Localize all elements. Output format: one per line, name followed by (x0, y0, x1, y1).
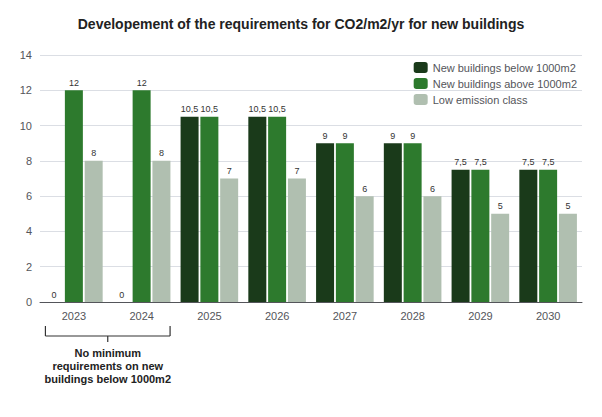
svg-text:New buildings below 1000m2: New buildings below 1000m2 (433, 62, 576, 74)
svg-text:0: 0 (26, 296, 32, 308)
svg-text:4: 4 (26, 225, 32, 237)
svg-text:9: 9 (410, 131, 415, 141)
svg-text:10,5: 10,5 (181, 104, 199, 114)
svg-text:buildings below 1000m2: buildings below 1000m2 (44, 373, 171, 385)
svg-text:7,5: 7,5 (474, 157, 487, 167)
svg-text:No minimum: No minimum (74, 347, 141, 359)
svg-text:2029: 2029 (468, 310, 492, 322)
svg-text:10,5: 10,5 (268, 104, 286, 114)
svg-text:7: 7 (227, 166, 232, 176)
svg-text:10,5: 10,5 (249, 104, 267, 114)
svg-text:2024: 2024 (129, 310, 153, 322)
svg-text:14: 14 (20, 49, 32, 61)
svg-text:9: 9 (323, 131, 328, 141)
svg-text:requirements on new: requirements on new (52, 360, 163, 372)
svg-text:7: 7 (294, 166, 299, 176)
svg-text:12: 12 (20, 84, 32, 96)
svg-text:2023: 2023 (62, 310, 86, 322)
svg-text:6: 6 (26, 190, 32, 202)
svg-text:2030: 2030 (536, 310, 560, 322)
svg-text:New buildings above 1000m2: New buildings above 1000m2 (433, 78, 577, 90)
svg-text:6: 6 (362, 184, 367, 194)
svg-text:7,5: 7,5 (454, 157, 467, 167)
svg-text:Developement of the requiremen: Developement of the requirements for CO2… (78, 16, 525, 32)
svg-text:5: 5 (498, 201, 503, 211)
svg-text:7,5: 7,5 (522, 157, 535, 167)
svg-text:8: 8 (91, 148, 96, 158)
svg-text:2025: 2025 (197, 310, 221, 322)
svg-text:2: 2 (26, 261, 32, 273)
svg-text:8: 8 (26, 155, 32, 167)
svg-text:8: 8 (159, 148, 164, 158)
svg-text:9: 9 (342, 131, 347, 141)
svg-text:2027: 2027 (333, 310, 357, 322)
svg-text:Low emission class: Low emission class (433, 94, 528, 106)
svg-text:2028: 2028 (400, 310, 424, 322)
svg-text:12: 12 (137, 78, 147, 88)
svg-text:12: 12 (69, 78, 79, 88)
svg-text:10,5: 10,5 (201, 104, 219, 114)
svg-text:0: 0 (52, 290, 57, 300)
svg-text:6: 6 (430, 184, 435, 194)
svg-text:10: 10 (20, 120, 32, 132)
svg-text:7,5: 7,5 (542, 157, 555, 167)
svg-text:0: 0 (119, 290, 124, 300)
svg-text:9: 9 (390, 131, 395, 141)
svg-text:5: 5 (565, 201, 570, 211)
svg-text:2026: 2026 (265, 310, 289, 322)
